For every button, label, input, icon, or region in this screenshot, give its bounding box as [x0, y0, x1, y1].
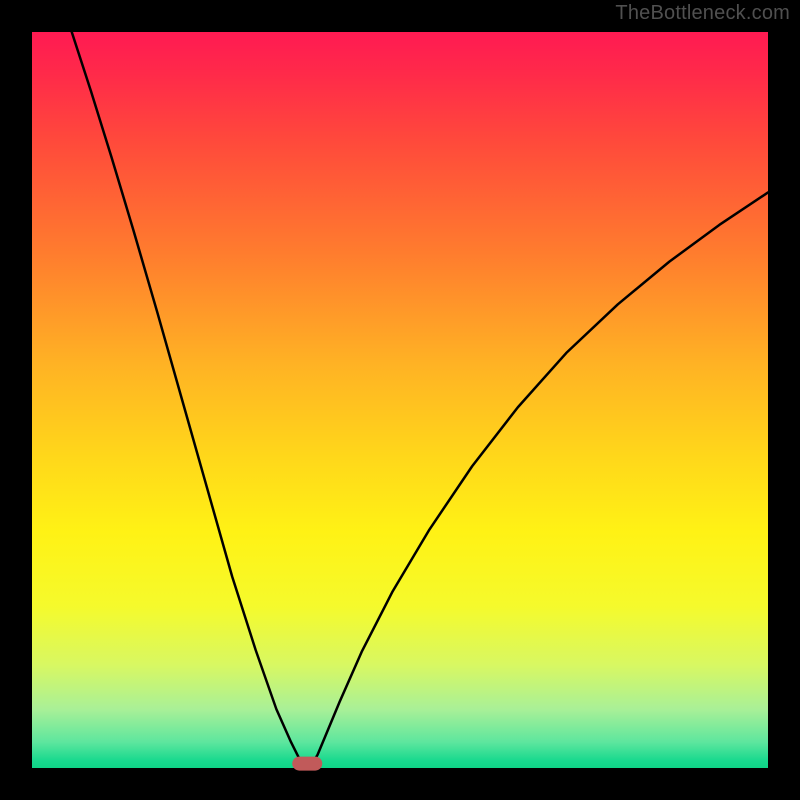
gradient-plot-area [32, 32, 768, 768]
watermark-text: TheBottleneck.com [615, 2, 790, 25]
optimum-marker [292, 757, 322, 771]
bottleneck-chart [0, 0, 800, 800]
chart-container: TheBottleneck.com [0, 0, 800, 800]
